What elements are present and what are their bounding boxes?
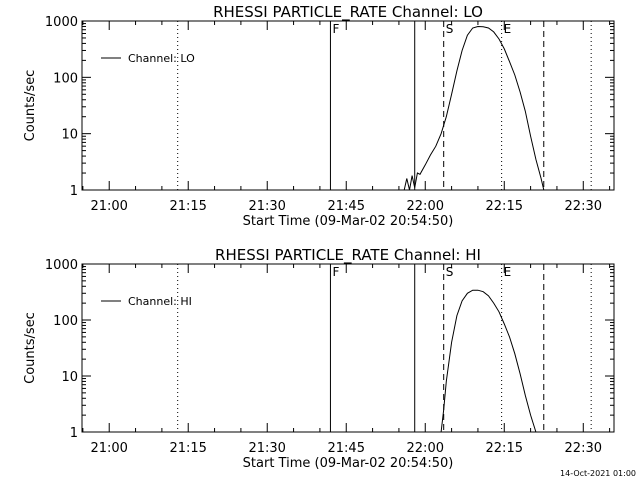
y-axis-label: Counts/sec (23, 70, 38, 142)
x-tick-label: 22:30 (565, 199, 602, 214)
x-tick-label: 22:15 (486, 441, 523, 456)
x-axis-label: Start Time (09-Mar-02 20:54:50) (243, 214, 454, 229)
chart-title: RHESSI PARTICLE_RATE Channel: LO (213, 3, 483, 22)
marker-label: F (332, 265, 339, 279)
chart-panel: RHESSI PARTICLE_RATE Channel: HI Counts/s… (23, 246, 615, 471)
plot-frame (81, 20, 615, 191)
x-tick-label: 21:45 (328, 441, 365, 456)
x-tick-label: 22:15 (486, 199, 523, 214)
y-tick-label: 100 (53, 71, 78, 86)
x-tick-label: 21:30 (248, 441, 285, 456)
x-axis-label: Start Time (09-Mar-02 20:54:50) (243, 456, 454, 471)
x-tick-label: 22:00 (407, 199, 444, 214)
x-tick-label: 21:30 (248, 199, 285, 214)
footer-stamp: 14-Oct-2021 01:00 (560, 469, 636, 478)
y-tick-label: 10 (61, 370, 78, 385)
plot-frame (81, 263, 615, 433)
legend-label: Channel: LO (128, 52, 195, 65)
x-tick-label: 21:15 (169, 199, 206, 214)
marker-label: E (504, 22, 512, 36)
y-tick-label: 1000 (45, 15, 78, 30)
y-tick-label: 1 (70, 184, 78, 199)
marker-label: S (446, 265, 454, 279)
legend-label: Channel: HI (128, 295, 192, 308)
y-axis-label: Counts/sec (23, 312, 38, 384)
y-tick-label: 1 (70, 426, 78, 441)
y-tick-label: 100 (53, 314, 78, 329)
x-tick-label: 21:00 (90, 441, 127, 456)
x-tick-label: 21:15 (169, 441, 206, 456)
x-tick-label: 22:00 (407, 441, 444, 456)
y-tick-label: 1000 (45, 258, 78, 273)
marker-label: S (446, 22, 454, 36)
x-tick-label: 21:45 (328, 199, 365, 214)
chart-title: RHESSI PARTICLE_RATE Channel: HI (215, 246, 481, 265)
data-series-line (440, 289, 537, 432)
data-series-line (403, 25, 545, 190)
marker-label: F (332, 22, 339, 36)
x-tick-label: 21:00 (90, 199, 127, 214)
x-tick-label: 22:30 (565, 441, 602, 456)
chart-panel: RHESSI PARTICLE_RATE Channel: LO Counts/s… (23, 3, 615, 229)
marker-label: E (504, 265, 512, 279)
y-tick-label: 10 (61, 128, 78, 143)
